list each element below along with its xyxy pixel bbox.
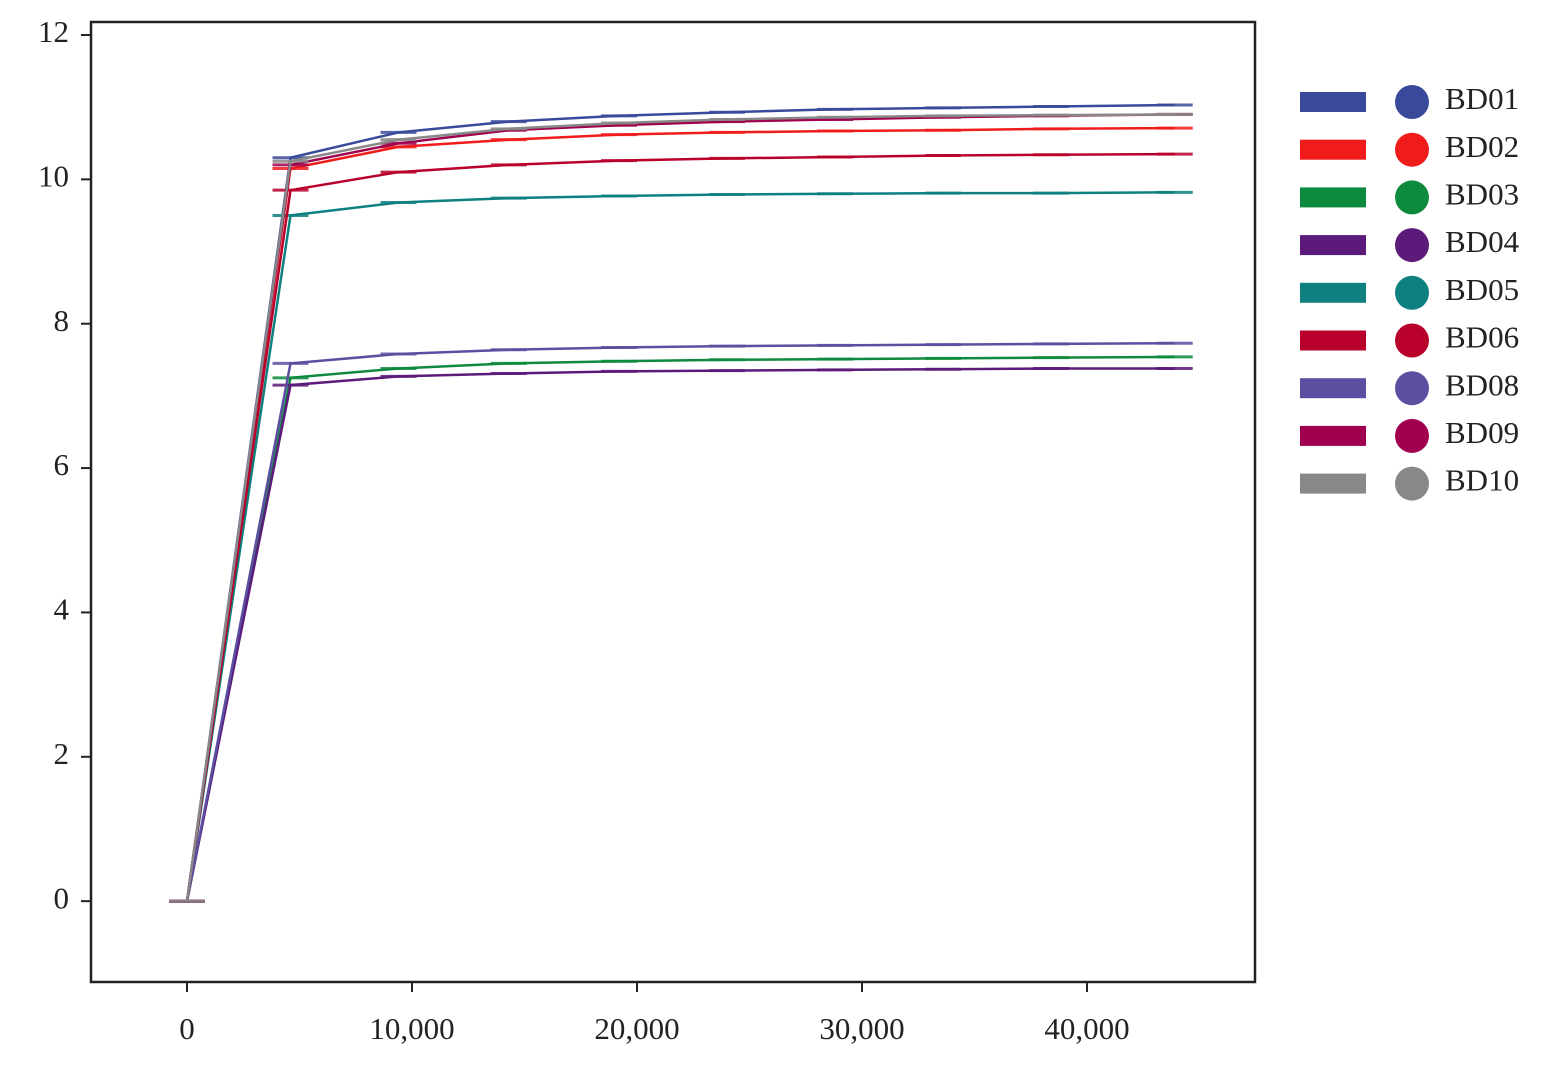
legend-swatch	[1300, 235, 1366, 256]
y-tick-label: 6	[54, 447, 70, 482]
legend-label: BD10	[1445, 463, 1519, 498]
series-line	[185, 113, 1175, 902]
legend-swatch	[1300, 473, 1366, 494]
x-tick-label: 40,000	[1044, 1011, 1129, 1046]
legend-label: BD03	[1445, 177, 1519, 212]
legend-marker	[1395, 466, 1429, 501]
y-tick-label: 12	[38, 14, 69, 49]
legend-label: BD05	[1445, 272, 1519, 307]
y-tick-label: 4	[54, 592, 70, 627]
legend-swatch	[1300, 425, 1366, 446]
legend-swatch	[1300, 92, 1366, 112]
legend-marker	[1395, 418, 1429, 453]
legend-swatch	[1300, 330, 1366, 351]
legend-label: BD01	[1445, 81, 1519, 116]
y-tick-label: 10	[38, 158, 69, 193]
y-tick-label: 0	[54, 880, 70, 915]
series-line	[185, 113, 1175, 902]
y-tick-label: 2	[54, 736, 70, 771]
series-line	[185, 367, 1175, 902]
legend-swatch	[1300, 378, 1366, 399]
legend-swatch	[1300, 139, 1366, 160]
series-line	[185, 103, 1175, 902]
plot-frame	[89, 20, 1257, 984]
legend-label: BD08	[1445, 367, 1519, 402]
legend-marker	[1395, 228, 1429, 263]
legend-label: BD04	[1445, 224, 1520, 259]
legend-label: BD02	[1445, 129, 1519, 164]
legend-swatch	[1300, 187, 1366, 208]
legend-marker	[1395, 323, 1429, 358]
series-line	[185, 152, 1175, 902]
legend-marker	[1395, 85, 1429, 119]
y-tick-label: 8	[54, 303, 70, 338]
legend-label: BD06	[1445, 320, 1519, 355]
legend-swatch	[1300, 282, 1366, 303]
legend-marker	[1395, 132, 1429, 167]
legend-marker	[1395, 371, 1429, 406]
legend-marker	[1395, 180, 1429, 215]
series-line	[185, 341, 1175, 902]
legend-label: BD09	[1445, 415, 1519, 450]
legend-marker	[1395, 275, 1429, 310]
series-line	[185, 355, 1175, 902]
series-line	[185, 191, 1175, 902]
x-tick-label: 20,000	[594, 1011, 679, 1046]
x-tick-label: 10,000	[369, 1011, 454, 1046]
x-tick-label: 30,000	[819, 1011, 904, 1046]
x-tick-label: 0	[179, 1011, 195, 1046]
series-line	[185, 126, 1175, 902]
